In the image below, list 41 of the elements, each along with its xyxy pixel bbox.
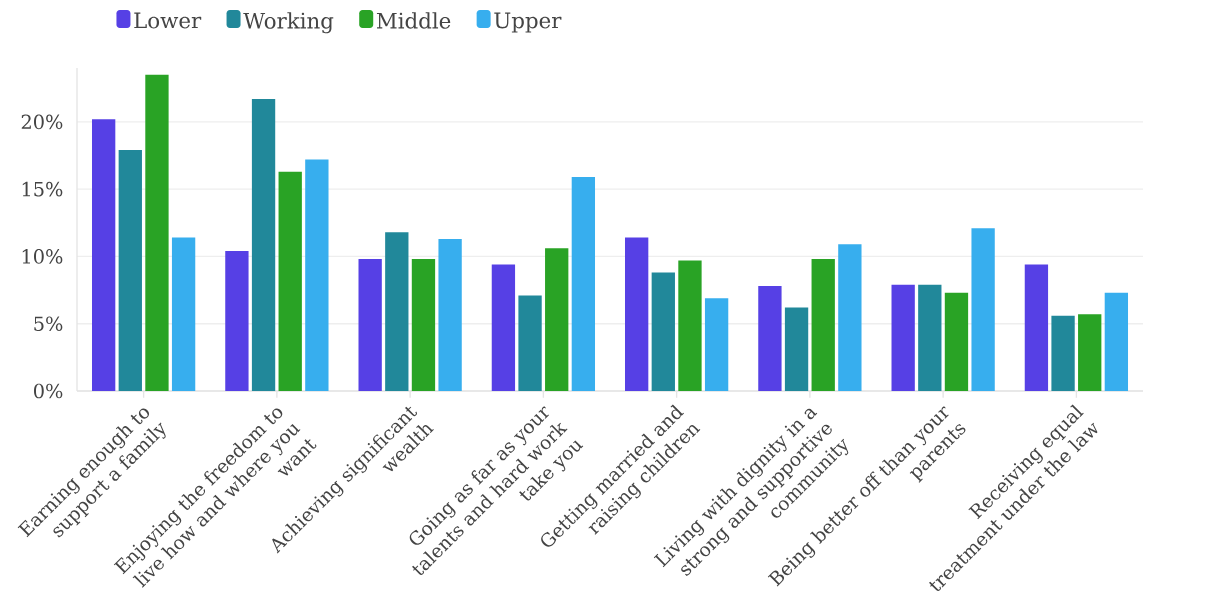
bar	[678, 260, 702, 391]
bar	[811, 259, 835, 391]
bar	[891, 284, 915, 391]
bar	[278, 171, 302, 391]
legend-label: Lower	[134, 12, 202, 29]
bar	[118, 150, 142, 391]
bar	[838, 244, 862, 391]
y-tick-label: 15%	[22, 181, 63, 197]
bar	[758, 286, 782, 391]
bar	[305, 159, 329, 391]
bar	[251, 98, 276, 391]
bar	[1078, 314, 1102, 391]
legend-label: Working	[243, 12, 334, 34]
bar	[91, 119, 116, 391]
bar	[358, 259, 382, 391]
bar	[385, 232, 409, 391]
bar	[491, 264, 516, 391]
y-tick-label: 20%	[21, 114, 63, 130]
bar	[1104, 292, 1129, 391]
y-tick-label: 5%	[34, 316, 63, 332]
bar	[944, 292, 969, 391]
bar	[571, 177, 596, 391]
bar	[784, 307, 809, 391]
bar	[704, 298, 729, 391]
bar	[518, 295, 542, 391]
bar	[971, 228, 995, 391]
bar	[625, 237, 649, 391]
bar	[918, 284, 942, 391]
bar	[1051, 315, 1075, 391]
legend-label: Upper	[494, 12, 562, 33]
bar	[545, 248, 569, 391]
y-tick-label: 0%	[34, 383, 63, 399]
bar	[171, 237, 196, 391]
bar	[1024, 264, 1049, 391]
bar	[145, 74, 169, 391]
bar	[411, 259, 436, 391]
y-tick-label: 10%	[22, 249, 63, 264]
legend-label: Middle	[376, 12, 451, 29]
bar	[651, 272, 675, 391]
bar	[438, 238, 462, 391]
bar	[225, 251, 249, 391]
